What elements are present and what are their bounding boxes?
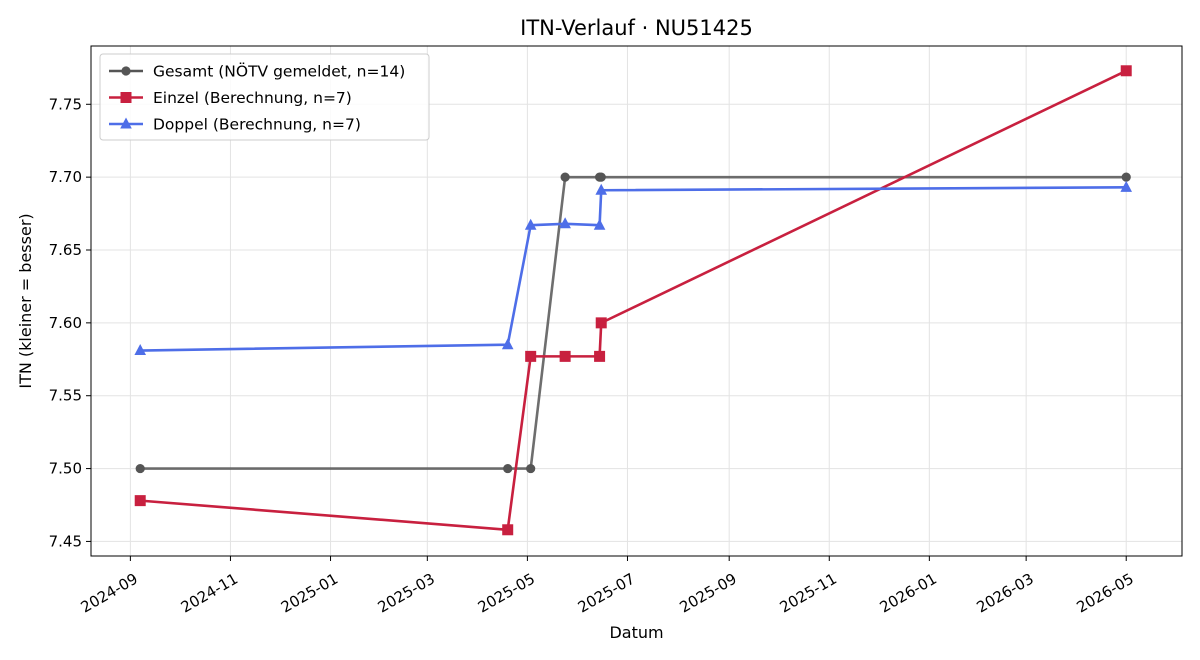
y-tick-label: 7.45 [49,532,82,550]
y-tick-label: 7.65 [49,241,82,259]
y-tick-label: 7.60 [49,314,82,332]
chart-title: ITN-Verlauf · NU51425 [520,16,753,40]
data-point [593,218,606,230]
data-point [524,218,537,230]
y-tick-label: 7.50 [49,460,82,478]
data-point [501,338,514,350]
y-tick-label: 7.55 [49,387,82,405]
data-point [525,350,537,362]
legend-marker [121,66,131,76]
data-point [595,317,607,329]
data-point [595,183,608,195]
data-point [596,172,606,182]
legend-marker [120,92,132,103]
series-triangle [134,180,1133,356]
data-point [1120,65,1132,77]
data-point [134,344,147,356]
legend-label: Doppel (Berechnung, n=7) [153,116,361,134]
series-group [134,65,1133,536]
y-tick-label: 7.70 [49,168,82,186]
legend: Gesamt (NÖTV gemeldet, n=14) Einzel (Bere… [99,53,430,141]
y-tick-label: 7.75 [49,95,82,113]
series-circle [135,172,1131,474]
x-axis-title: Datum [609,623,663,642]
data-point [526,463,536,474]
data-point [502,524,514,536]
data-point [135,463,145,474]
data-point [1121,172,1131,182]
data-point [1120,180,1133,192]
data-point [134,495,146,507]
legend-item: Gesamt (NÖTV gemeldet, n=14) [109,62,405,81]
legend-label: Einzel (Berechnung, n=7) [153,89,352,107]
data-point [594,350,606,362]
y-axis-title: ITN (kleiner = besser) [16,213,35,388]
data-point [559,350,571,362]
legend-item: Einzel (Berechnung, n=7) [109,89,352,107]
plot-frame [90,45,1183,557]
data-point [559,217,571,229]
data-point [503,463,513,474]
legend-label: Gesamt (NÖTV gemeldet, n=14) [153,62,405,81]
series-square [134,65,1132,536]
legend-box [99,53,430,141]
legend-marker [120,117,132,129]
data-point [560,172,570,182]
legend-item: Doppel (Berechnung, n=7) [109,116,361,134]
